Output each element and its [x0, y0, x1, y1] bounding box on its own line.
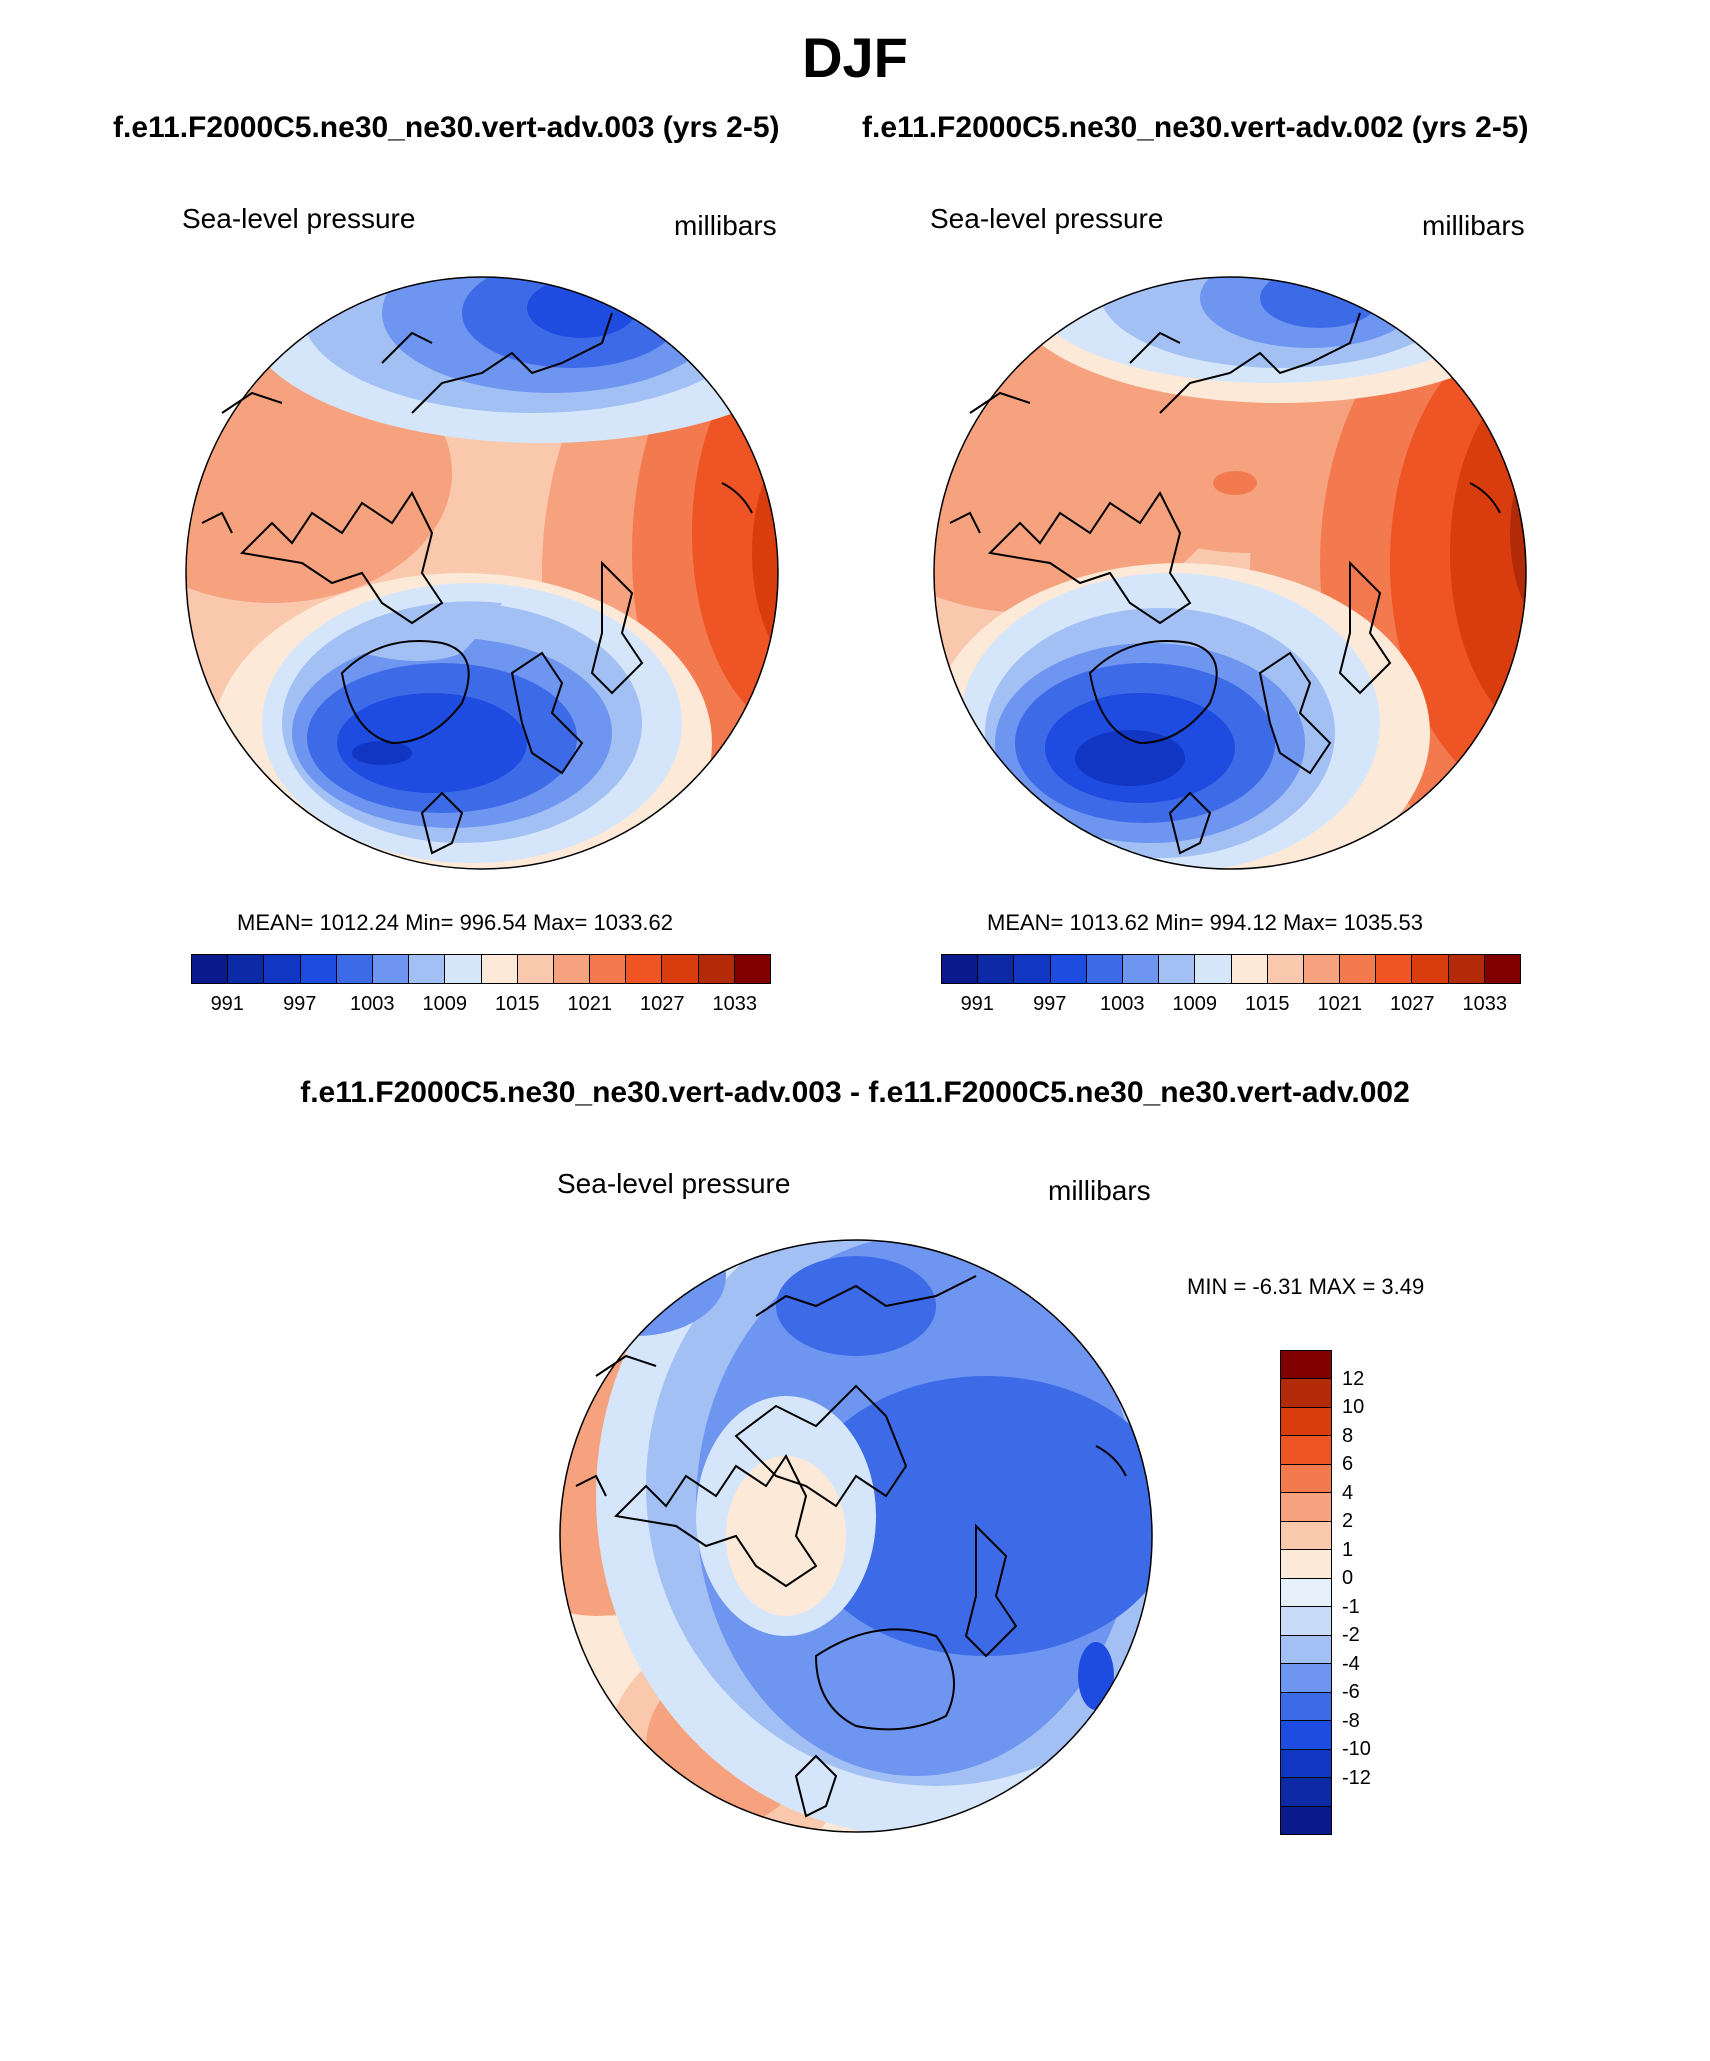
panel-b-colorbar-swatch	[1085, 955, 1122, 983]
panel-a-colorbar-swatch	[192, 955, 228, 983]
panel-a-colorbar-swatch	[516, 955, 553, 983]
panel-b-colorbar-swatch	[1339, 955, 1376, 983]
panel-a-colorbar-tick-label: 1003	[350, 993, 395, 1015]
diff-colorbar-swatch	[1281, 1720, 1331, 1749]
panel-b-colorbar-tick-label: 1021	[1317, 993, 1363, 1015]
panel-b-colorbar	[941, 954, 1521, 984]
panel-b-stats: MEAN= 1013.62 Min= 994.12 Max= 1035.53	[987, 910, 1424, 935]
panel-b-colorbar-swatch	[1483, 955, 1520, 983]
diff-units: millibars	[1048, 1175, 1151, 1206]
panel-a-colorbar-tick-label: 997	[283, 993, 317, 1015]
panel-b-colorbar-swatch	[1049, 955, 1086, 983]
panel-b-variable: Sea-level pressure	[930, 203, 1164, 234]
panel-a-colorbar	[191, 954, 771, 984]
diff-stats: MIN = -6.31 MAX = 3.49	[1187, 1274, 1425, 1299]
panel-b-colorbar-swatch	[1266, 955, 1303, 983]
panel-b-colorbar-swatch	[1302, 955, 1340, 983]
diff-colorbar-swatch	[1281, 1748, 1331, 1778]
panel-b-colorbar-tick-label: 1009	[1172, 993, 1218, 1015]
panel-a-colorbar-swatch	[371, 955, 409, 983]
panel-a-colorbar-tick-label: 1021	[567, 993, 613, 1015]
diff-colorbar-tick-label: 0	[1342, 1567, 1354, 1590]
diff-colorbar-swatch	[1281, 1549, 1331, 1578]
diff-colorbar-tick-label: -12	[1342, 1766, 1371, 1789]
diff-variable: Sea-level pressure	[557, 1168, 791, 1199]
case-a-title: f.e11.F2000C5.ne30_ne30.vert-adv.003 (yr…	[113, 111, 780, 144]
diff-colorbar-tick-label: -2	[1342, 1624, 1360, 1647]
diff-colorbar-swatch	[1281, 1577, 1331, 1607]
panel-b-colorbar-tick-label: 1027	[1390, 993, 1435, 1015]
panel-a-colorbar-swatch	[589, 955, 626, 983]
diff-map	[559, 1239, 1153, 1833]
panel-b-colorbar-tick-label: 997	[1033, 993, 1067, 1015]
case-b-title: f.e11.F2000C5.ne30_ne30.vert-adv.002 (yr…	[862, 111, 1529, 144]
panel-a-colorbar-swatch	[227, 955, 264, 983]
diff-colorbar-swatch	[1281, 1663, 1331, 1692]
panel-b-colorbar-tick-label: 1003	[1100, 993, 1145, 1015]
diff-colorbar-tick-label: 8	[1342, 1424, 1354, 1447]
diff-colorbar	[1280, 1350, 1332, 1835]
diff-colorbar-swatch	[1281, 1805, 1331, 1834]
panel-a-map	[185, 276, 779, 870]
panel-a-colorbar-tick-label: 1033	[712, 993, 758, 1015]
diff-colorbar-tick-label: 10	[1342, 1396, 1365, 1419]
panel-a-variable: Sea-level pressure	[182, 203, 416, 234]
diff-title: f.e11.F2000C5.ne30_ne30.vert-adv.003 - f…	[300, 1076, 1410, 1109]
panel-a-colorbar-swatch	[335, 955, 372, 983]
panel-a-colorbar-tick-label: 1009	[422, 993, 468, 1015]
figure-title: DJF	[802, 26, 908, 89]
diff-colorbar-swatch	[1281, 1492, 1331, 1521]
diff-colorbar-tick-label: 6	[1342, 1453, 1354, 1476]
diff-colorbar-swatch	[1281, 1406, 1331, 1436]
diff-colorbar-tick-label: 4	[1342, 1481, 1354, 1504]
panel-a-colorbar-swatch	[625, 955, 662, 983]
diff-colorbar-swatch	[1281, 1777, 1331, 1806]
panel-b-colorbar-swatch	[1447, 955, 1484, 983]
panel-b-colorbar-swatch	[1411, 955, 1448, 983]
panel-b-colorbar-swatch	[1158, 955, 1195, 983]
diff-colorbar-swatch	[1281, 1351, 1331, 1379]
panel-a-colorbar-swatch	[733, 955, 770, 983]
panel-b-map	[933, 276, 1527, 870]
panel-b-units: millibars	[1422, 210, 1525, 241]
panel-b-colorbar-swatch	[1375, 955, 1412, 983]
panel-a-colorbar-swatch	[263, 955, 300, 983]
panel-a-colorbar-tick-label: 991	[210, 993, 244, 1015]
panel-b-colorbar-swatch	[1121, 955, 1159, 983]
diff-colorbar-swatch	[1281, 1634, 1331, 1664]
diff-colorbar-swatch	[1281, 1691, 1331, 1721]
panel-b-colorbar-swatch	[1013, 955, 1050, 983]
panel-a-colorbar-swatch	[480, 955, 517, 983]
diff-colorbar-tick-label: -4	[1342, 1652, 1360, 1675]
panel-b-colorbar-tick-label: 1033	[1462, 993, 1508, 1015]
diff-colorbar-swatch	[1281, 1520, 1331, 1550]
diff-colorbar-tick-label: 1	[1342, 1538, 1354, 1561]
panel-a-colorbar-swatch	[408, 955, 445, 983]
panel-b-colorbar-swatch	[1194, 955, 1231, 983]
panel-a-colorbar-swatch	[299, 955, 336, 983]
diff-colorbar-swatch	[1281, 1463, 1331, 1493]
diff-colorbar-swatch	[1281, 1378, 1331, 1407]
diff-colorbar-tick-label: 2	[1342, 1510, 1354, 1533]
panel-a-units: millibars	[674, 210, 777, 241]
panel-a-stats: MEAN= 1012.24 Min= 996.54 Max= 1033.62	[237, 910, 674, 935]
panel-b-colorbar-tick-label: 991	[960, 993, 994, 1015]
panel-a-colorbar-swatch	[552, 955, 590, 983]
diff-colorbar-tick-label: 12	[1342, 1367, 1365, 1390]
panel-b-colorbar-swatch	[977, 955, 1014, 983]
panel-b-colorbar-swatch	[942, 955, 978, 983]
panel-a-colorbar-swatch	[697, 955, 734, 983]
diff-colorbar-tick-label: -8	[1342, 1709, 1360, 1732]
panel-a-colorbar-tick-label: 1015	[495, 993, 540, 1015]
diff-colorbar-swatch	[1281, 1435, 1331, 1464]
diff-colorbar-tick-label: -1	[1342, 1595, 1360, 1618]
panel-b-colorbar-swatch	[1230, 955, 1267, 983]
panel-a-colorbar-swatch	[444, 955, 481, 983]
diff-colorbar-tick-label: -6	[1342, 1681, 1360, 1704]
panel-b-colorbar-tick-label: 1015	[1245, 993, 1290, 1015]
diff-colorbar-tick-label: -10	[1342, 1738, 1371, 1761]
panel-a-colorbar-swatch	[661, 955, 698, 983]
panel-a-colorbar-tick-label: 1027	[640, 993, 685, 1015]
diff-colorbar-swatch	[1281, 1606, 1331, 1635]
